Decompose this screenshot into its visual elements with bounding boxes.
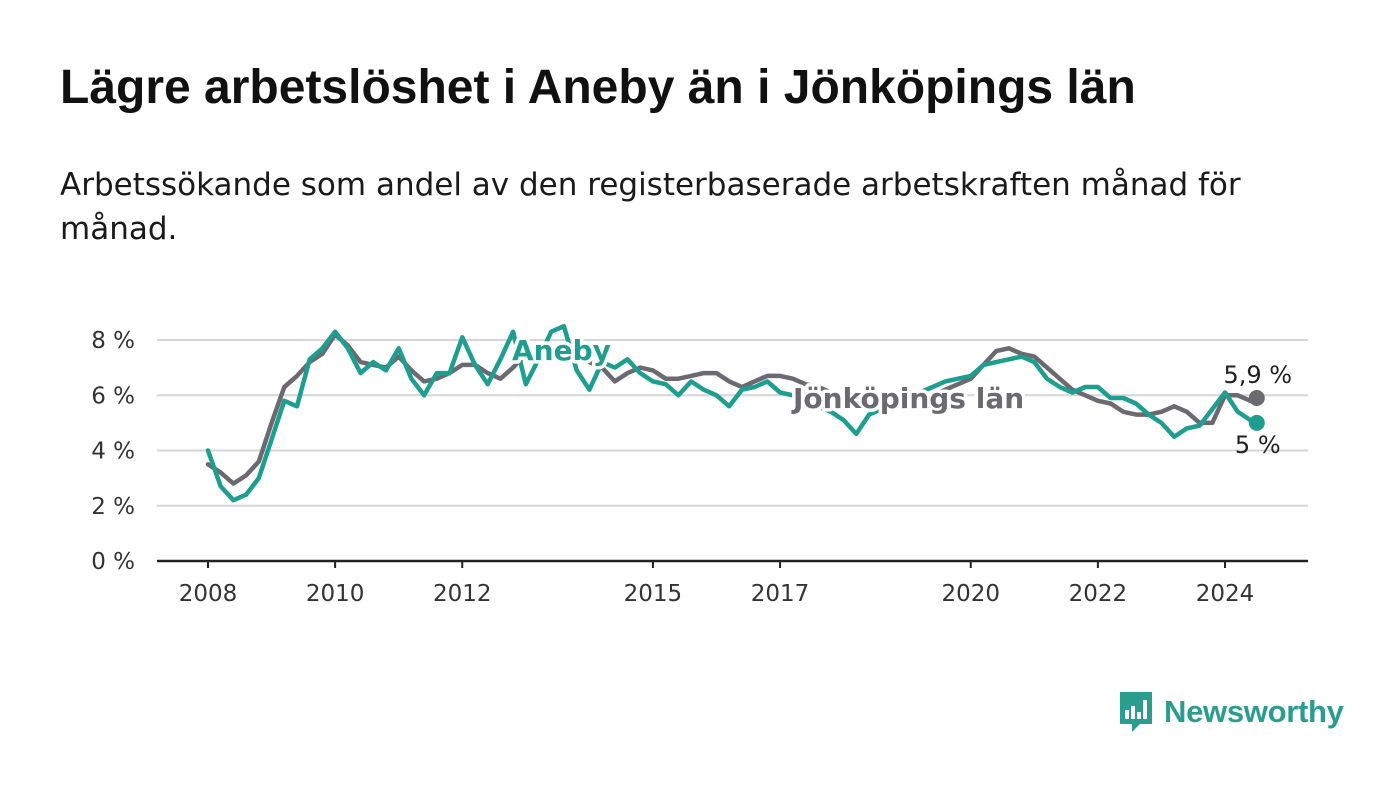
series-labels: 5,9 % 5 % Jönköpings län Aneby [509, 331, 1293, 459]
y-axis-ticks: 0 % 2 % 4 % 6 % 8 % [91, 328, 135, 575]
series-label-aneby: Aneby [512, 334, 611, 367]
series-label-jonkopings-lan: Jönköpings län [791, 382, 1024, 415]
end-point-jonkopings-lan [1248, 390, 1265, 407]
brand-name: Newsworthy [1164, 694, 1344, 729]
y-tick-label: 0 % [91, 549, 135, 575]
x-tick-label: 2008 [179, 581, 238, 607]
y-tick-label: 8 % [91, 328, 135, 354]
chart-title: Lägre arbetslöshet i Aneby än i Jönköpin… [60, 61, 1136, 114]
chart-subtitle: Arbetssökande som andel av den registerb… [60, 167, 1241, 247]
grid-lines [157, 339, 1308, 563]
x-axis-ticks: 2008 2010 2012 2015 2017 2020 2022 2024 [179, 561, 1255, 607]
x-tick-label: 2012 [433, 581, 492, 607]
x-tick-label: 2020 [941, 581, 1000, 607]
series-lines [205, 323, 1265, 503]
x-tick-label: 2024 [1196, 581, 1255, 607]
newsworthy-logo-icon [1120, 692, 1152, 732]
x-tick-label: 2010 [306, 581, 365, 607]
x-tick-label: 2022 [1069, 581, 1128, 607]
series-line-aneby [205, 323, 1260, 503]
y-tick-label: 2 % [91, 494, 135, 520]
end-label-aneby: 5 % [1235, 431, 1281, 459]
newsworthy-logo[interactable]: Newsworthy [1118, 690, 1344, 734]
end-point-aneby [1248, 414, 1265, 431]
x-tick-label: 2017 [751, 581, 810, 607]
x-tick-label: 2015 [624, 581, 683, 607]
y-tick-label: 6 % [91, 383, 135, 409]
line-chart: 0 % 2 % 4 % 6 % 8 % 2008 2010 2012 2015 2017 2020… [91, 323, 1308, 607]
y-tick-label: 4 % [91, 439, 135, 465]
series-line-jonkopings-lan [205, 332, 1260, 486]
end-label-jonkopings-lan: 5,9 % [1223, 361, 1292, 389]
